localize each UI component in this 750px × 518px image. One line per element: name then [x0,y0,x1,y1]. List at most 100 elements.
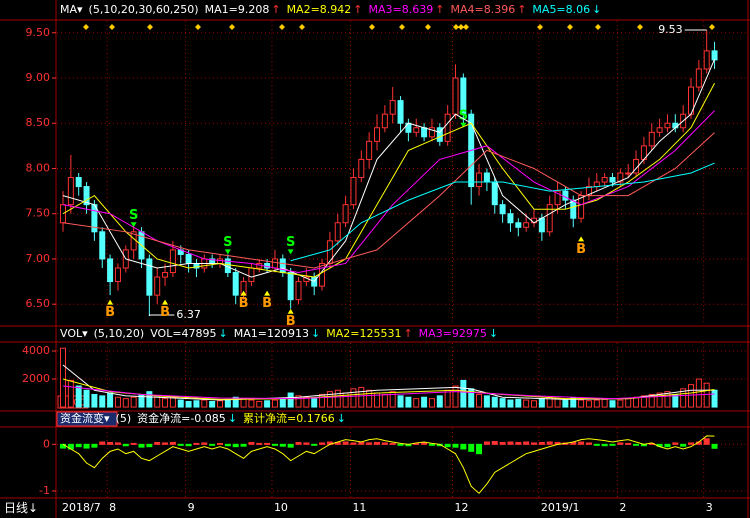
bar [452,443,459,448]
candle-body [483,172,490,183]
bar [209,400,216,408]
bar [162,398,169,408]
bar [640,395,647,408]
bar [421,396,428,408]
bar [224,399,231,408]
bar [279,398,286,408]
header-arrow: ↓ [337,412,346,425]
indicator-selector[interactable] [56,411,118,427]
candle-body [436,127,443,142]
bar [617,399,624,408]
header-arrow: ↓ [311,327,320,340]
candle-body [366,140,373,160]
bar [193,400,200,408]
y-tick-label: 8.50 [26,116,51,129]
header-item: 资金净流=-0.085 [137,411,226,425]
period-label[interactable]: 日线↓ [4,501,38,515]
buy-signal: B [160,305,170,320]
candle-body [326,240,333,264]
candle-body [672,122,679,129]
candle-body [452,77,459,115]
bar [578,399,585,408]
panel-header: VOL▾ (5,10,20) VOL=47895 ↓ MA1=120913 ↓ MA2=12… [60,327,498,340]
bar [271,443,278,446]
bar [538,398,545,408]
candle-body [358,158,365,179]
candle-body [342,204,349,224]
bar [483,441,490,445]
bar [177,399,184,408]
bar [648,393,655,408]
period-arrow: ↓ [28,501,38,515]
bar [381,393,388,408]
bar [154,441,161,445]
bar [91,443,98,448]
bar [625,398,632,408]
bar [570,397,577,408]
buy-signal: B [239,296,249,311]
y-tick-label: 6.50 [26,297,51,310]
bar [114,442,121,445]
event-marker[interactable] [83,24,715,30]
header-item: (5,10,20) [94,327,145,340]
bar [326,391,333,408]
header-item: VOL▾ [60,327,88,340]
bar [672,442,679,445]
bar [146,391,153,408]
candle-body [381,113,388,129]
bar [538,441,545,445]
bar [507,441,514,445]
bar [217,400,223,408]
bar [107,441,114,445]
bar [342,441,349,445]
bar [311,398,318,408]
header-item: (5) [116,412,132,425]
candle-body [444,113,451,142]
candle-body [60,204,66,224]
bar [476,393,483,408]
bar [248,399,255,408]
candle-body [507,213,514,224]
bar [264,442,271,445]
bar [554,398,561,408]
x-tick-label: 2 [619,501,626,514]
candle-body [185,253,192,264]
bar [625,442,632,445]
bar [232,396,239,408]
candle-body [460,77,467,115]
candle-body [279,258,286,274]
bar [271,399,278,408]
bar [366,389,373,408]
bar [460,379,467,408]
bar [256,442,263,445]
panel-header: 资金流变▾ (5) 资金净流=-0.085 ↓ 累计净流=0.1766 ↓ [60,411,346,425]
header-item: 累计净流=0.1766 [243,411,335,425]
bar [695,378,702,408]
bar [413,398,420,408]
period-text: 日线 [4,501,28,515]
y-tick-label: 4000 [22,344,50,357]
indicator-line [290,162,715,262]
bar [201,442,208,445]
bar [609,400,616,408]
header-item: MA2=8.942 [287,3,352,16]
candle-body [107,258,114,283]
bar [711,443,718,449]
y-tick-label: 2000 [22,372,50,385]
indicator-line [62,435,715,495]
bar [499,441,506,445]
bar [319,442,326,445]
x-tick-label: 8 [109,501,116,514]
bar [601,398,608,408]
bar [303,442,310,445]
bar [617,442,624,445]
bar [515,441,522,445]
header-arrow: ↑ [403,327,412,340]
candle-body [703,50,710,70]
bar [491,441,498,445]
x-tick-label: 2019/1 [541,501,580,514]
header-item: MA5=8.06 [532,3,590,16]
bar [703,438,710,445]
bar [460,443,467,450]
